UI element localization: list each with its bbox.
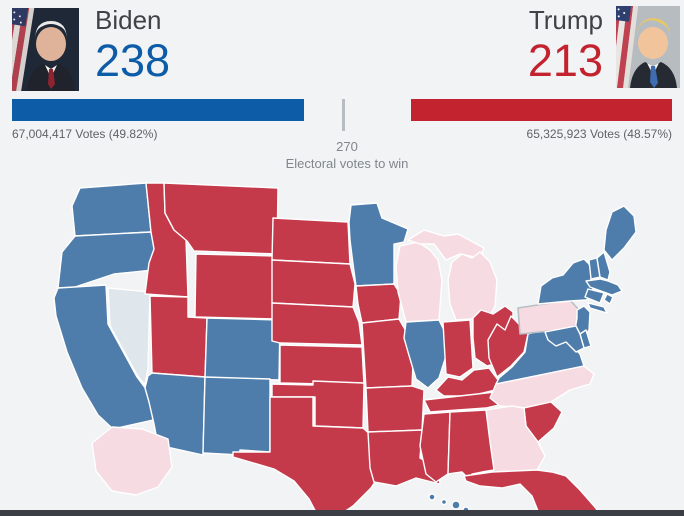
state-rhode-island[interactable] (603, 293, 614, 305)
state-connecticut[interactable] (584, 288, 605, 304)
state-nebraska[interactable] (271, 302, 363, 346)
state-new-hampshire[interactable] (596, 251, 611, 281)
biden-name: Biden (95, 5, 162, 35)
state-minnesota[interactable] (348, 202, 409, 287)
state-south-dakota[interactable] (271, 259, 356, 308)
state-montana[interactable] (163, 182, 279, 255)
threshold-marker (342, 99, 345, 131)
trump-vote-bar (411, 99, 672, 121)
state-iowa[interactable] (355, 283, 402, 324)
state-washington[interactable] (71, 182, 152, 237)
state-hawaii[interactable] (428, 493, 470, 514)
trump-photo (602, 0, 680, 102)
state-new-mexico[interactable] (202, 376, 271, 456)
biden-vote-bar (12, 99, 304, 121)
state-illinois[interactable] (403, 319, 447, 389)
state-wisconsin[interactable] (395, 241, 443, 323)
state-colorado[interactable] (204, 317, 281, 381)
state-new-york-long-island[interactable] (587, 302, 608, 314)
state-florida[interactable] (463, 469, 603, 516)
trump-vote-total: 65,325,923 Votes (48.57%) (526, 127, 672, 141)
candidate-trump: Trump 213 (528, 4, 603, 86)
state-arkansas[interactable] (365, 385, 425, 433)
state-maine[interactable] (603, 205, 637, 261)
state-michigan[interactable] (447, 251, 498, 321)
trump-electoral-votes: 213 (527, 35, 603, 86)
state-maryland[interactable] (544, 325, 585, 353)
biden-vote-total: 67,004,417 Votes (49.82%) (12, 127, 158, 141)
state-california[interactable] (53, 284, 154, 430)
state-indiana[interactable] (442, 319, 474, 378)
threshold-value: 270 (336, 139, 358, 154)
state-new-york[interactable] (537, 258, 595, 305)
candidate-biden: Biden 238 (95, 4, 170, 86)
biden-electoral-votes: 238 (95, 35, 171, 86)
trump-name: Trump (528, 5, 603, 35)
threshold-label: Electoral votes to win (285, 156, 409, 171)
state-north-carolina[interactable] (489, 365, 595, 409)
threshold-caption: 270 Electoral votes to win (277, 138, 417, 172)
state-wyoming[interactable] (194, 253, 277, 320)
state-alaska[interactable] (91, 426, 173, 496)
state-kansas[interactable] (279, 344, 365, 386)
state-north-dakota[interactable] (271, 217, 351, 265)
biden-photo (0, 1, 79, 105)
state-massachusetts[interactable] (585, 278, 623, 296)
us-results-map (0, 175, 684, 516)
footer-strip (0, 510, 684, 516)
state-alabama[interactable] (447, 409, 495, 481)
